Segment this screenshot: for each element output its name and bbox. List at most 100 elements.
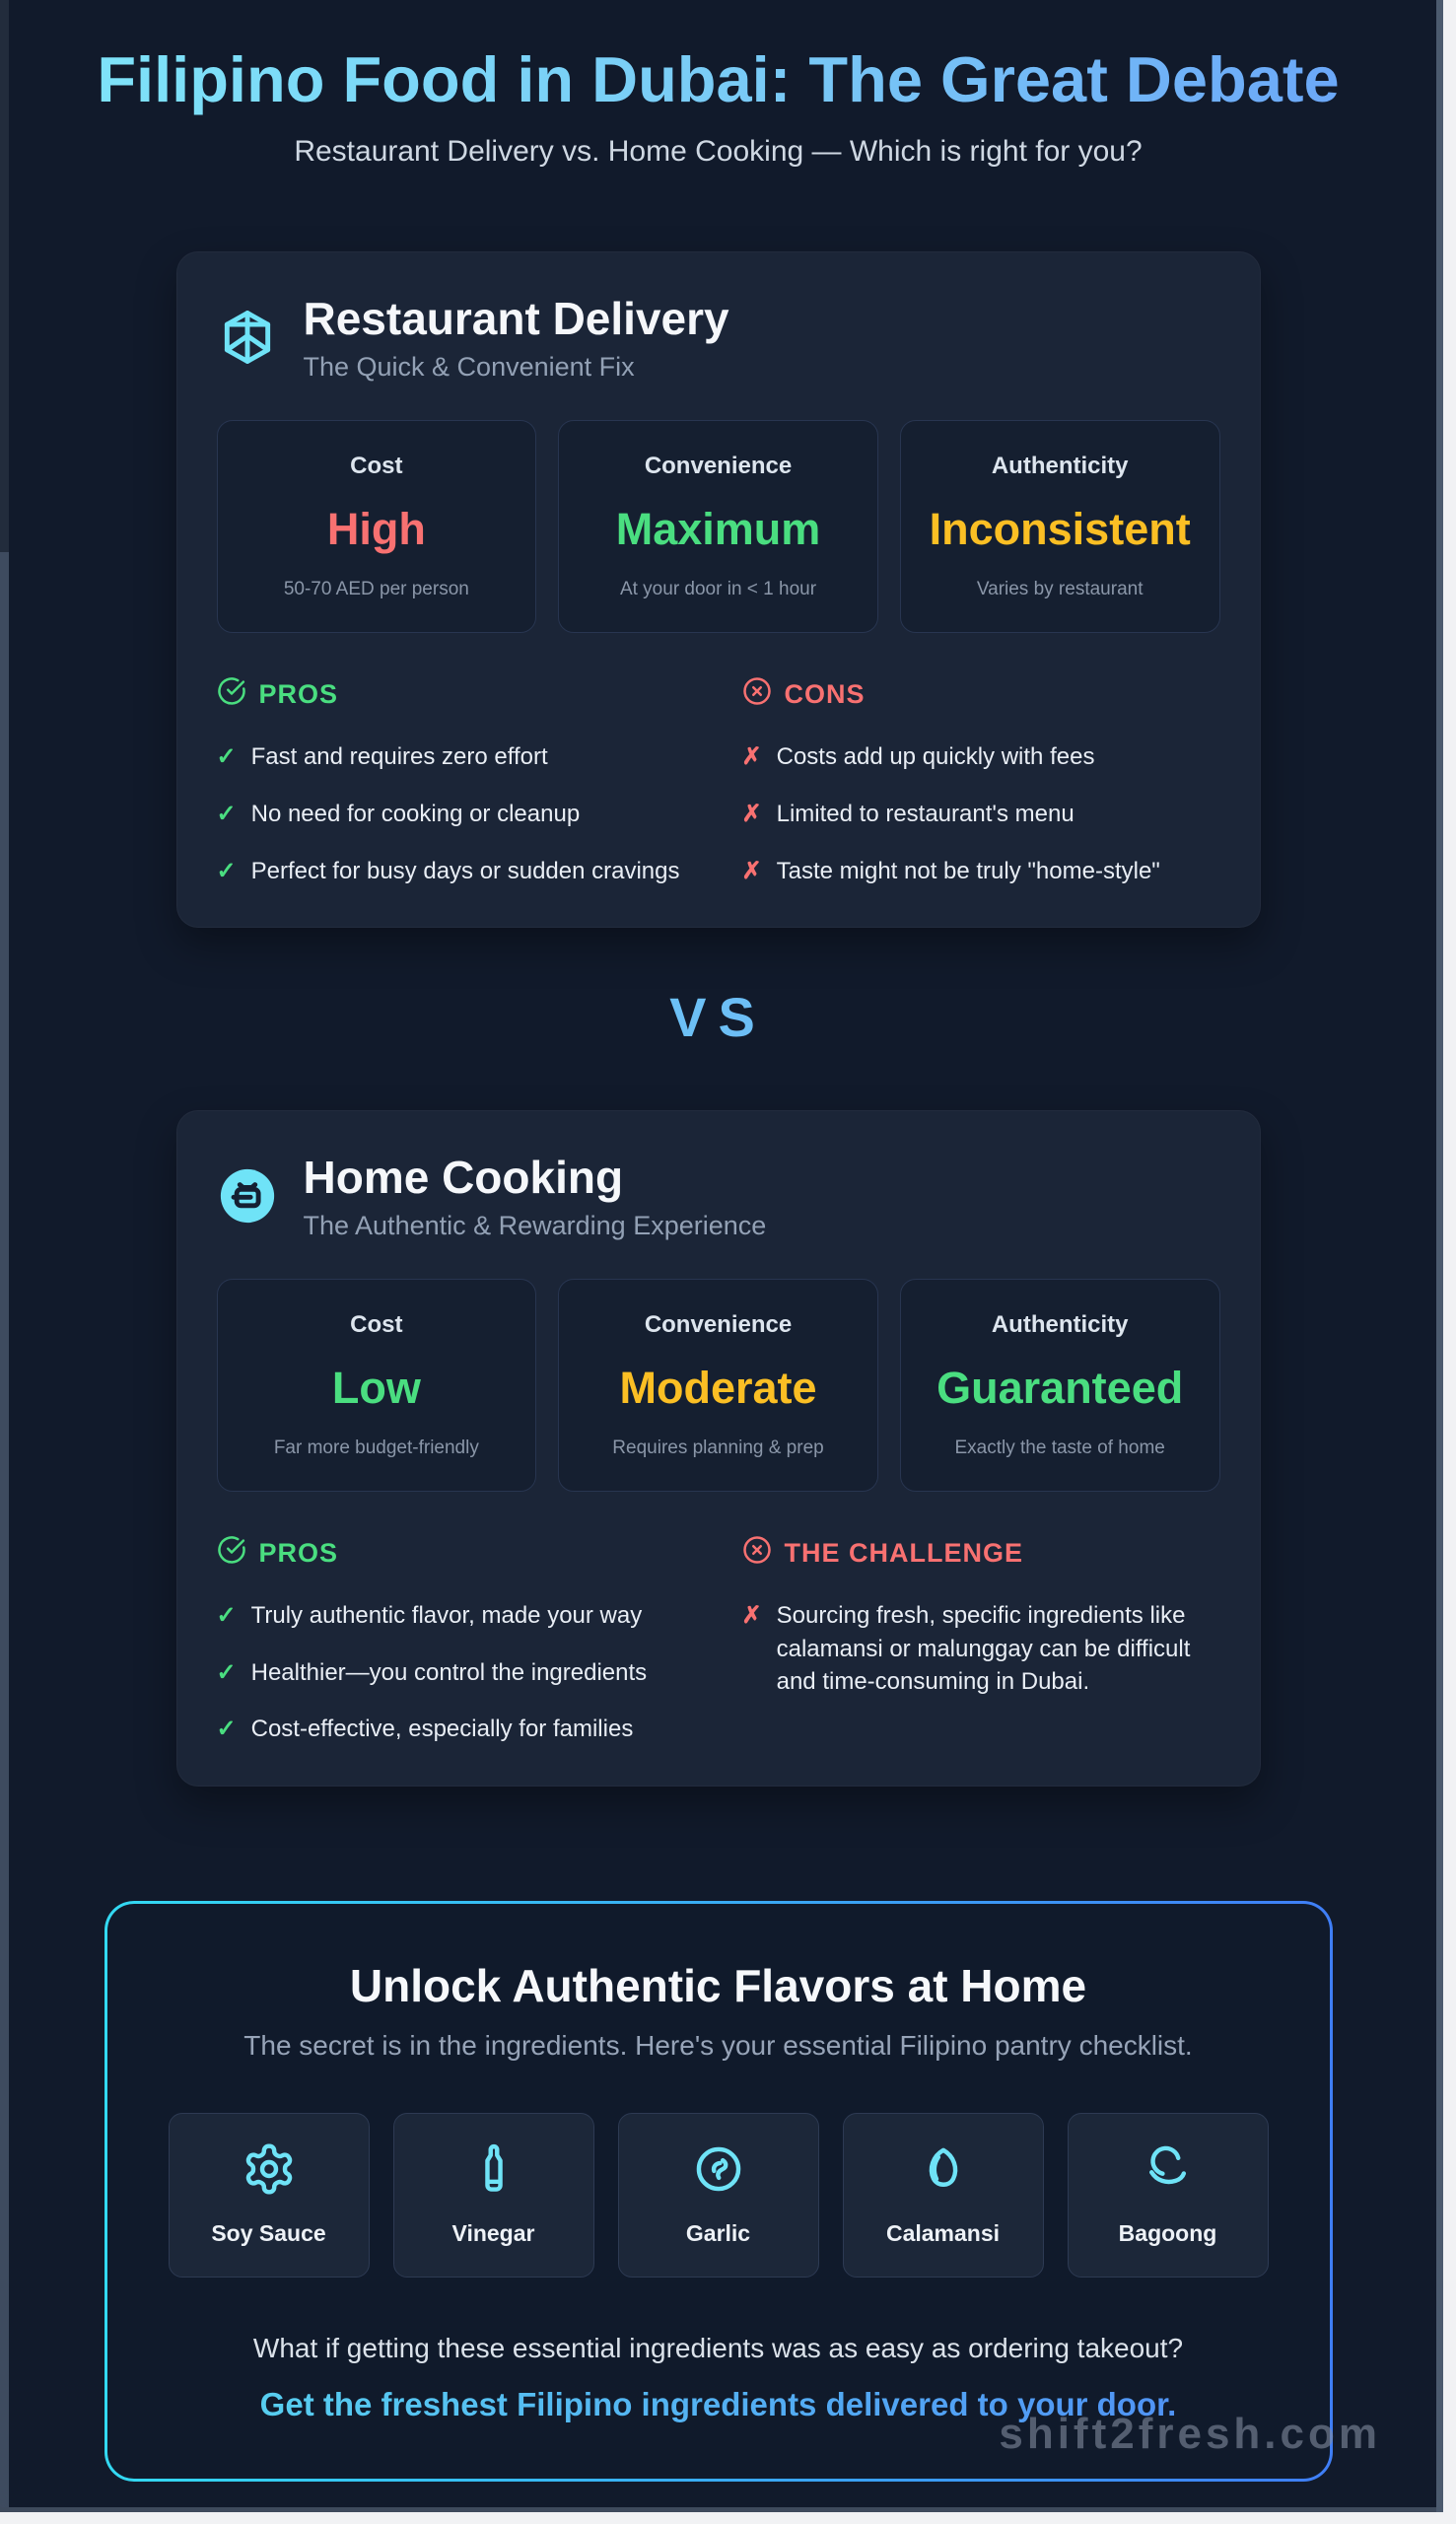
x-bullet: ✗	[741, 801, 762, 828]
list-item-text: Cost-effective, especially for families	[250, 1716, 634, 1743]
cooking-pot-icon	[217, 1165, 278, 1227]
stat-value: High	[326, 504, 426, 555]
list-item-text: Sourcing fresh, specific ingredients lik…	[776, 1602, 1191, 1696]
pantry-checklist: Soy Sauce Vinegar	[168, 2113, 1269, 2278]
page-subtitle: Restaurant Delivery vs. Home Cooking — W…	[294, 135, 1143, 169]
cta-title: Unlock Authentic Flavors at Home	[349, 1960, 1087, 2011]
pantry-item-vinegar: Vinegar	[392, 2113, 594, 2278]
soy-sauce-icon	[242, 2141, 297, 2197]
list-item-text: Healthier—you control the ingredients	[250, 1658, 648, 1686]
check-bullet: ✓	[216, 743, 237, 771]
cons-list: ✗ Costs add up quickly with fees ✗ Limited…	[742, 740, 1220, 887]
home-card-titles: Home Cooking The Authentic & Rewarding E…	[304, 1151, 767, 1241]
window-edge	[1436, 0, 1443, 2512]
list-item: ✓ Cost-effective, especially for families	[217, 1713, 695, 1746]
card-title: Restaurant Delivery	[303, 293, 729, 345]
x-bullet: ✗	[741, 857, 762, 884]
list-item: ✓ Healthier—you control the ingredients	[217, 1656, 695, 1690]
check-bullet: ✓	[216, 1602, 237, 1630]
list-item-text: No need for cooking or cleanup	[250, 801, 581, 828]
stat-label: Cost	[350, 1311, 403, 1339]
vs-divider: VS	[0, 985, 1436, 1049]
stat-value: Maximum	[615, 504, 821, 555]
check-bullet: ✓	[216, 857, 237, 884]
list-item-text: Truly authentic flavor, made your way	[250, 1602, 643, 1630]
stat-label: Convenience	[644, 453, 793, 480]
x-circle-icon	[742, 1535, 772, 1572]
cta-subtitle: The secret is in the ingredients. Here's…	[243, 2030, 1193, 2061]
check-bullet: ✓	[216, 1658, 237, 1686]
stat-desc: Requires planning & prep	[612, 1437, 824, 1459]
stat-label: Convenience	[644, 1311, 793, 1339]
stat-authenticity: Authenticity Guaranteed Exactly the tast…	[899, 1279, 1220, 1493]
list-item-text: Limited to restaurant's menu	[776, 801, 1075, 828]
cta-question: What if getting these essential ingredie…	[252, 2333, 1184, 2363]
list-item-text: Costs add up quickly with fees	[776, 743, 1095, 771]
restaurant-card-titles: Restaurant Delivery The Quick & Convenie…	[304, 292, 729, 383]
x-bullet: ✗	[741, 743, 762, 771]
check-bullet: ✓	[216, 801, 237, 828]
restaurant-card-header: Restaurant Delivery The Quick & Convenie…	[217, 292, 1220, 383]
list-item: ✗ Taste might not be truly "home-style"	[742, 855, 1220, 888]
stat-value: Low	[331, 1363, 421, 1414]
stat-value: Guaranteed	[936, 1363, 1184, 1414]
cta-box: Unlock Authentic Flavors at Home The sec…	[104, 1901, 1333, 2482]
x-circle-icon	[742, 676, 772, 713]
bagoong-icon	[1141, 2141, 1196, 2197]
card-subtitle: The Authentic & Rewarding Experience	[303, 1211, 767, 1241]
pros-column: PROS ✓ Truly authentic flavor, made your …	[217, 1535, 695, 1746]
list-item-text: Taste might not be truly "home-style"	[776, 857, 1160, 884]
card-home-cooking: Home Cooking The Authentic & Rewarding E…	[175, 1110, 1261, 1787]
challenge-heading: THE CHALLENGE	[742, 1535, 1220, 1572]
list-item: ✓ Fast and requires zero effort	[217, 740, 695, 774]
cta-tagline: Get the freshest Filipino ingredients de…	[169, 2386, 1269, 2423]
watermark-shift2fresh: shift2fresh.com	[999, 2410, 1381, 2458]
stat-label: Cost	[350, 453, 403, 480]
package-icon	[217, 307, 278, 368]
stat-label: Authenticity	[991, 1311, 1129, 1339]
card-subtitle: The Quick & Convenient Fix	[303, 352, 635, 383]
pros-title: PROS	[258, 679, 339, 710]
home-pros-challenge: PROS ✓ Truly authentic flavor, made your …	[217, 1535, 1220, 1746]
pros-column: PROS ✓ Fast and requires zero effort ✓ No …	[217, 676, 695, 887]
card-title: Home Cooking	[303, 1152, 624, 1204]
list-item: ✗ Sourcing fresh, specific ingredients li…	[742, 1599, 1220, 1699]
garlic-icon	[691, 2141, 746, 2197]
list-item: ✓ Perfect for busy days or sudden craving…	[217, 855, 695, 888]
cons-heading: CONS	[742, 676, 1220, 713]
x-bullet: ✗	[741, 1602, 762, 1630]
pantry-item-soy-sauce: Soy Sauce	[168, 2113, 370, 2278]
page-header: Filipino Food in Dubai: The Great Debate…	[0, 0, 1436, 169]
list-item-text: Fast and requires zero effort	[250, 743, 548, 771]
pantry-item-garlic: Garlic	[617, 2113, 819, 2278]
stat-cost: Cost High 50-70 AED per person	[216, 420, 537, 634]
restaurant-pros-cons: PROS ✓ Fast and requires zero effort ✓ No …	[217, 676, 1220, 887]
left-scrollbar-track[interactable]	[0, 0, 9, 2507]
cons-title: CONS	[784, 679, 866, 710]
restaurant-stats-row: Cost High 50-70 AED per person Convenien…	[216, 420, 1220, 634]
stat-desc: 50-70 AED per person	[283, 579, 469, 600]
pros-list: ✓ Truly authentic flavor, made your way ✓…	[217, 1599, 695, 1746]
list-item: ✗ Limited to restaurant's menu	[742, 798, 1220, 831]
check-bullet: ✓	[216, 1716, 237, 1743]
pantry-item-bagoong: Bagoong	[1067, 2113, 1269, 2278]
stat-value: Inconsistent	[929, 504, 1191, 555]
stat-desc: At your door in < 1 hour	[619, 579, 817, 600]
stat-convenience: Convenience Moderate Requires planning &…	[558, 1279, 878, 1493]
pros-list: ✓ Fast and requires zero effort ✓ No need …	[217, 740, 695, 887]
list-item: ✗ Costs add up quickly with fees	[742, 740, 1220, 774]
list-item: ✓ Truly authentic flavor, made your way	[217, 1599, 695, 1633]
calamansi-icon	[916, 2141, 971, 2197]
pros-title: PROS	[258, 1538, 339, 1569]
pantry-item-calamansi: Calamansi	[842, 2113, 1044, 2278]
check-circle-icon	[217, 676, 246, 713]
pantry-item-label: Garlic	[685, 2220, 751, 2246]
page-title: Filipino Food in Dubai: The Great Debate	[53, 43, 1384, 115]
check-circle-icon	[217, 1535, 246, 1572]
challenge-title: THE CHALLENGE	[784, 1538, 1023, 1569]
home-card-header: Home Cooking The Authentic & Rewarding E…	[217, 1151, 1220, 1241]
home-stats-row: Cost Low Far more budget-friendly Conven…	[216, 1279, 1220, 1493]
pros-heading: PROS	[217, 676, 695, 713]
card-restaurant-delivery: Restaurant Delivery The Quick & Convenie…	[175, 251, 1261, 929]
left-scrollbar-thumb[interactable]	[0, 0, 9, 552]
